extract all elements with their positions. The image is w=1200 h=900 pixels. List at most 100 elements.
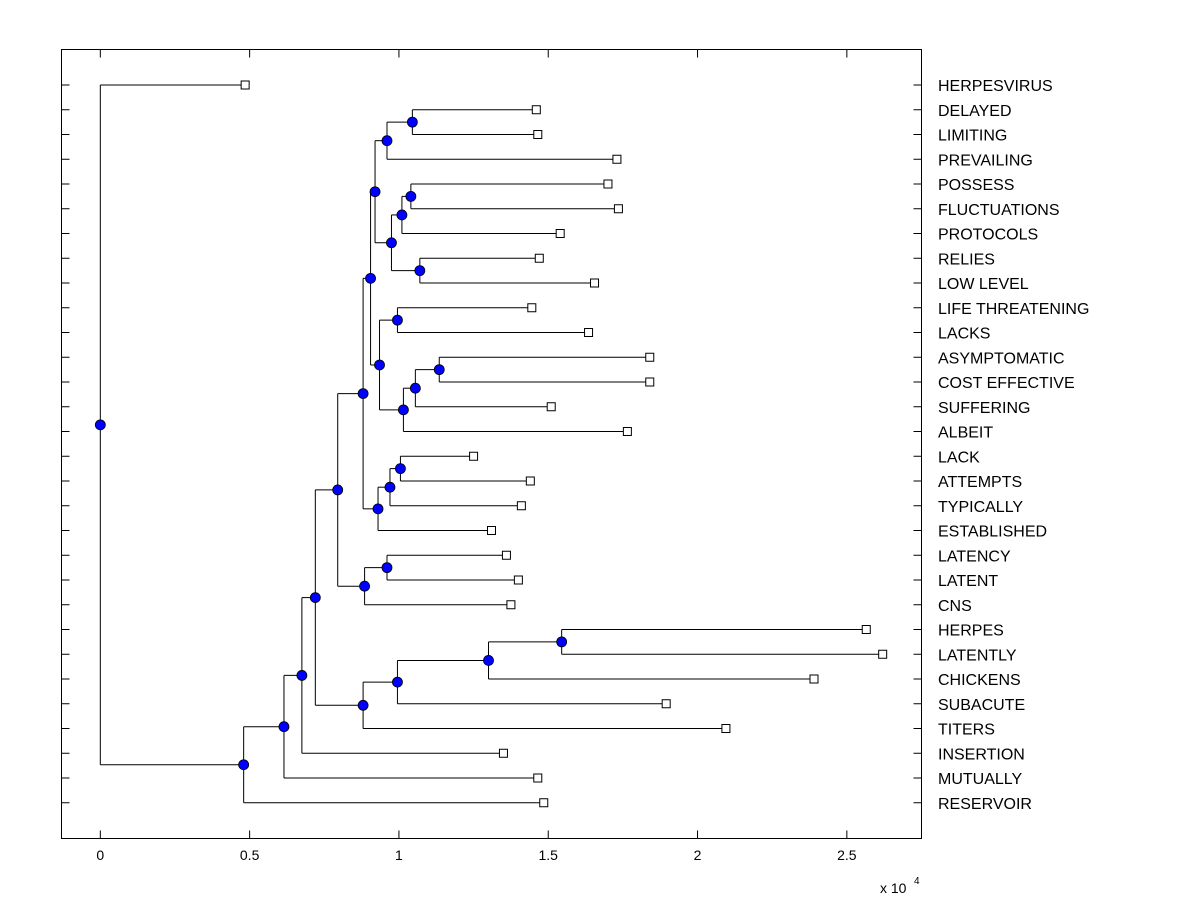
internal-node-marker — [369, 186, 381, 198]
internal-node-marker — [409, 382, 421, 394]
x-axis-exponent-label: x 10 — [880, 880, 907, 896]
leaf-label: ESTABLISHED — [938, 524, 1047, 541]
internal-node-marker — [238, 759, 250, 771]
leaf-marker — [487, 526, 496, 535]
internal-node-marker — [372, 503, 384, 515]
leaf-label: HERPES — [938, 623, 1004, 640]
internal-node-marker — [433, 364, 445, 376]
leaf-marker — [533, 773, 543, 783]
internal-node-marker — [365, 272, 376, 284]
x-tick-label: 2.5 — [837, 847, 857, 863]
leaf-marker — [809, 674, 819, 684]
x-tick-label: 2 — [694, 847, 702, 863]
internal-node-marker — [406, 116, 418, 128]
leaf-marker — [469, 451, 479, 461]
leaf-marker — [498, 748, 508, 758]
leaf-marker — [531, 105, 541, 115]
leaf-label: RESERVOIR — [938, 796, 1032, 813]
leaf-marker — [622, 427, 632, 436]
leaf-marker — [240, 80, 250, 90]
leaf-label: LATENTLY — [938, 647, 1017, 664]
leaf-marker — [721, 724, 731, 733]
leaf-label: LATENCY — [938, 548, 1011, 565]
leaf-label: TYPICALLY — [938, 499, 1023, 516]
x-tick-label: 1.5 — [539, 847, 559, 863]
marker-layer — [94, 80, 888, 808]
internal-node-marker — [396, 209, 408, 221]
leaf-label: RELIES — [938, 251, 995, 268]
internal-node-marker — [414, 265, 426, 277]
tree-layer — [99, 84, 883, 804]
x-tick-label: 1 — [395, 847, 403, 863]
leaf-label: FLUCTUATIONS — [938, 202, 1059, 219]
leaf-marker — [539, 798, 549, 808]
internal-node-marker — [332, 484, 344, 496]
leaf-marker — [506, 600, 516, 610]
leaf-label: SUBACUTE — [938, 697, 1025, 714]
leaf-label: PREVAILING — [938, 152, 1033, 169]
leaf-label: LACK — [938, 449, 980, 466]
internal-node-marker — [359, 580, 370, 592]
leaf-marker — [555, 229, 565, 238]
internal-node-marker — [405, 190, 417, 202]
leaf-label: LATENT — [938, 573, 998, 590]
internal-node-marker — [395, 463, 406, 475]
leaf-label: CNS — [938, 598, 972, 615]
leaf-label: PROTOCOLS — [938, 227, 1038, 244]
leaf-label: ASYMPTOMATIC — [938, 350, 1065, 367]
internal-node-marker — [392, 314, 403, 326]
leaf-marker — [603, 179, 613, 189]
leaf-label: ATTEMPTS — [938, 474, 1022, 491]
leaf-marker — [527, 303, 537, 313]
leaf-label: INSERTION — [938, 746, 1025, 763]
plot-area-frame — [61, 49, 922, 839]
tick-layer — [61, 49, 922, 839]
internal-node-marker — [94, 419, 106, 431]
internal-node-marker — [386, 237, 397, 249]
leaf-label: CHICKENS — [938, 672, 1021, 689]
internal-node-marker — [556, 636, 568, 648]
internal-node-marker — [392, 676, 403, 688]
leaf-label: MUTUALLY — [938, 771, 1022, 788]
leaf-marker — [612, 154, 622, 164]
leaf-marker — [513, 575, 523, 585]
leaf-label: LOW LEVEL — [938, 276, 1029, 293]
internal-node-marker — [374, 359, 385, 371]
leaf-marker — [878, 649, 888, 659]
leaf-label: SUFFERING — [938, 400, 1030, 417]
leaf-label: TITERS — [938, 722, 995, 739]
leaf-label: POSSESS — [938, 177, 1014, 194]
leaf-marker — [546, 402, 556, 412]
internal-node-marker — [398, 404, 409, 416]
leaf-marker — [861, 625, 871, 634]
internal-node-marker — [357, 699, 369, 711]
internal-node-marker — [296, 670, 308, 681]
leaf-marker — [661, 699, 671, 709]
leaf-marker — [590, 278, 600, 288]
internal-node-marker — [278, 721, 290, 733]
leaf-marker — [516, 501, 526, 511]
internal-node-marker — [357, 388, 369, 400]
internal-node-marker — [309, 592, 321, 603]
leaf-label: LIMITING — [938, 128, 1007, 145]
leaf-marker — [613, 204, 623, 214]
internal-node-marker — [483, 655, 494, 666]
internal-node-marker — [381, 135, 393, 147]
leaf-marker — [645, 352, 655, 362]
label-layer: HERPESVIRUS DELAYED LIMITING PREVAILING POSS… — [96, 78, 1089, 863]
leaf-marker — [501, 550, 511, 560]
x-tick-label: 0.5 — [240, 847, 260, 863]
x-tick-label: 0 — [96, 847, 104, 863]
leaf-label: LIFE THREATENING — [938, 301, 1089, 318]
leaf-marker — [645, 377, 655, 387]
leaf-marker — [533, 130, 543, 139]
leaf-marker — [584, 328, 594, 337]
x-axis-exponent-power: 4 — [914, 876, 920, 887]
leaf-label: ALBEIT — [938, 425, 993, 442]
leaf-label: DELAYED — [938, 103, 1012, 120]
internal-node-marker — [381, 562, 393, 574]
leaf-marker — [525, 476, 535, 486]
leaf-label: HERPESVIRUS — [938, 78, 1053, 95]
leaf-label: COST EFFECTIVE — [938, 375, 1075, 392]
